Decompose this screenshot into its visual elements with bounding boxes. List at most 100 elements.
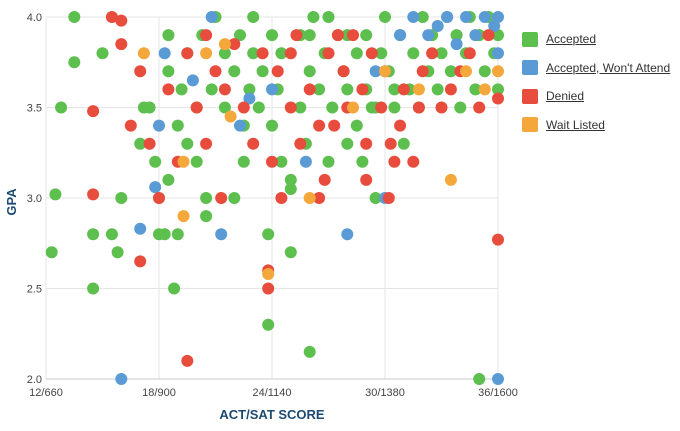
- data-point[interactable]: [388, 155, 401, 168]
- data-point[interactable]: [143, 137, 156, 150]
- data-point[interactable]: [200, 29, 213, 42]
- data-point[interactable]: [454, 101, 467, 114]
- data-point[interactable]: [350, 47, 363, 60]
- data-point[interactable]: [303, 192, 316, 204]
- data-point[interactable]: [143, 101, 156, 114]
- data-point[interactable]: [266, 83, 278, 96]
- data-point[interactable]: [105, 11, 118, 23]
- data-point[interactable]: [431, 20, 444, 32]
- legend-item-wait-listed[interactable]: Wait Listed: [522, 115, 680, 135]
- data-point[interactable]: [158, 47, 171, 60]
- data-point[interactable]: [360, 29, 373, 42]
- data-point[interactable]: [134, 65, 147, 78]
- data-point[interactable]: [115, 373, 128, 385]
- data-point[interactable]: [87, 282, 100, 295]
- data-point[interactable]: [252, 101, 265, 114]
- data-point[interactable]: [356, 83, 369, 96]
- data-point[interactable]: [96, 47, 109, 60]
- data-point[interactable]: [450, 29, 463, 42]
- data-point[interactable]: [407, 155, 420, 168]
- data-point[interactable]: [271, 65, 284, 78]
- data-point[interactable]: [284, 173, 297, 186]
- data-point[interactable]: [218, 38, 231, 51]
- data-point[interactable]: [162, 83, 175, 96]
- data-point[interactable]: [407, 47, 420, 60]
- data-point[interactable]: [115, 192, 128, 204]
- data-point[interactable]: [356, 155, 369, 168]
- data-point[interactable]: [162, 173, 175, 186]
- data-point[interactable]: [171, 228, 184, 241]
- data-point[interactable]: [444, 83, 457, 96]
- data-point[interactable]: [266, 155, 278, 168]
- data-point[interactable]: [478, 65, 491, 78]
- data-point[interactable]: [341, 83, 354, 96]
- data-point[interactable]: [190, 155, 203, 168]
- data-point[interactable]: [205, 11, 218, 23]
- data-point[interactable]: [149, 181, 162, 194]
- data-point[interactable]: [303, 345, 316, 358]
- data-point[interactable]: [247, 11, 260, 23]
- data-point[interactable]: [435, 101, 448, 114]
- data-point[interactable]: [341, 137, 354, 150]
- data-point[interactable]: [256, 65, 269, 78]
- data-point[interactable]: [290, 29, 303, 42]
- data-point[interactable]: [460, 65, 472, 78]
- data-point[interactable]: [294, 101, 307, 114]
- data-point[interactable]: [469, 83, 482, 96]
- data-point[interactable]: [284, 47, 297, 60]
- data-point[interactable]: [218, 83, 231, 96]
- data-point[interactable]: [407, 11, 420, 23]
- data-point[interactable]: [313, 83, 326, 96]
- data-point[interactable]: [488, 20, 501, 32]
- data-point[interactable]: [134, 137, 147, 150]
- data-point[interactable]: [478, 11, 491, 23]
- data-point[interactable]: [307, 11, 320, 23]
- data-point[interactable]: [200, 192, 213, 204]
- data-point[interactable]: [388, 83, 401, 96]
- data-point[interactable]: [262, 282, 275, 295]
- data-point[interactable]: [322, 11, 335, 23]
- data-point[interactable]: [360, 137, 373, 150]
- data-point[interactable]: [313, 192, 326, 204]
- data-point[interactable]: [262, 318, 275, 331]
- data-point[interactable]: [190, 101, 203, 114]
- data-point[interactable]: [175, 83, 188, 96]
- data-point[interactable]: [111, 246, 124, 259]
- data-point[interactable]: [124, 119, 137, 132]
- data-point[interactable]: [200, 137, 213, 150]
- data-point[interactable]: [205, 83, 218, 96]
- data-point[interactable]: [416, 11, 429, 23]
- data-point[interactable]: [318, 173, 331, 186]
- data-point[interactable]: [435, 47, 448, 60]
- data-point[interactable]: [492, 83, 504, 96]
- data-point[interactable]: [49, 188, 62, 201]
- data-point[interactable]: [266, 119, 278, 132]
- data-point[interactable]: [247, 137, 260, 150]
- data-point[interactable]: [215, 192, 228, 204]
- data-point[interactable]: [473, 101, 486, 114]
- data-point[interactable]: [492, 233, 504, 246]
- data-point[interactable]: [181, 137, 194, 150]
- data-point[interactable]: [337, 65, 350, 78]
- data-point[interactable]: [303, 83, 316, 96]
- data-point[interactable]: [492, 373, 504, 385]
- data-point[interactable]: [115, 38, 128, 51]
- data-point[interactable]: [492, 92, 504, 105]
- data-point[interactable]: [350, 119, 363, 132]
- data-point[interactable]: [360, 173, 373, 186]
- data-point[interactable]: [422, 29, 435, 42]
- data-point[interactable]: [234, 29, 246, 42]
- data-point[interactable]: [412, 83, 425, 96]
- data-point[interactable]: [416, 65, 429, 78]
- data-point[interactable]: [326, 101, 339, 114]
- data-point[interactable]: [275, 155, 288, 168]
- data-point[interactable]: [55, 101, 68, 114]
- data-point[interactable]: [266, 29, 278, 42]
- data-point[interactable]: [482, 29, 495, 42]
- data-point[interactable]: [181, 354, 194, 367]
- data-point[interactable]: [262, 268, 275, 280]
- data-point[interactable]: [469, 29, 482, 42]
- data-point[interactable]: [441, 11, 454, 23]
- data-point[interactable]: [284, 101, 297, 114]
- data-point[interactable]: [68, 56, 81, 69]
